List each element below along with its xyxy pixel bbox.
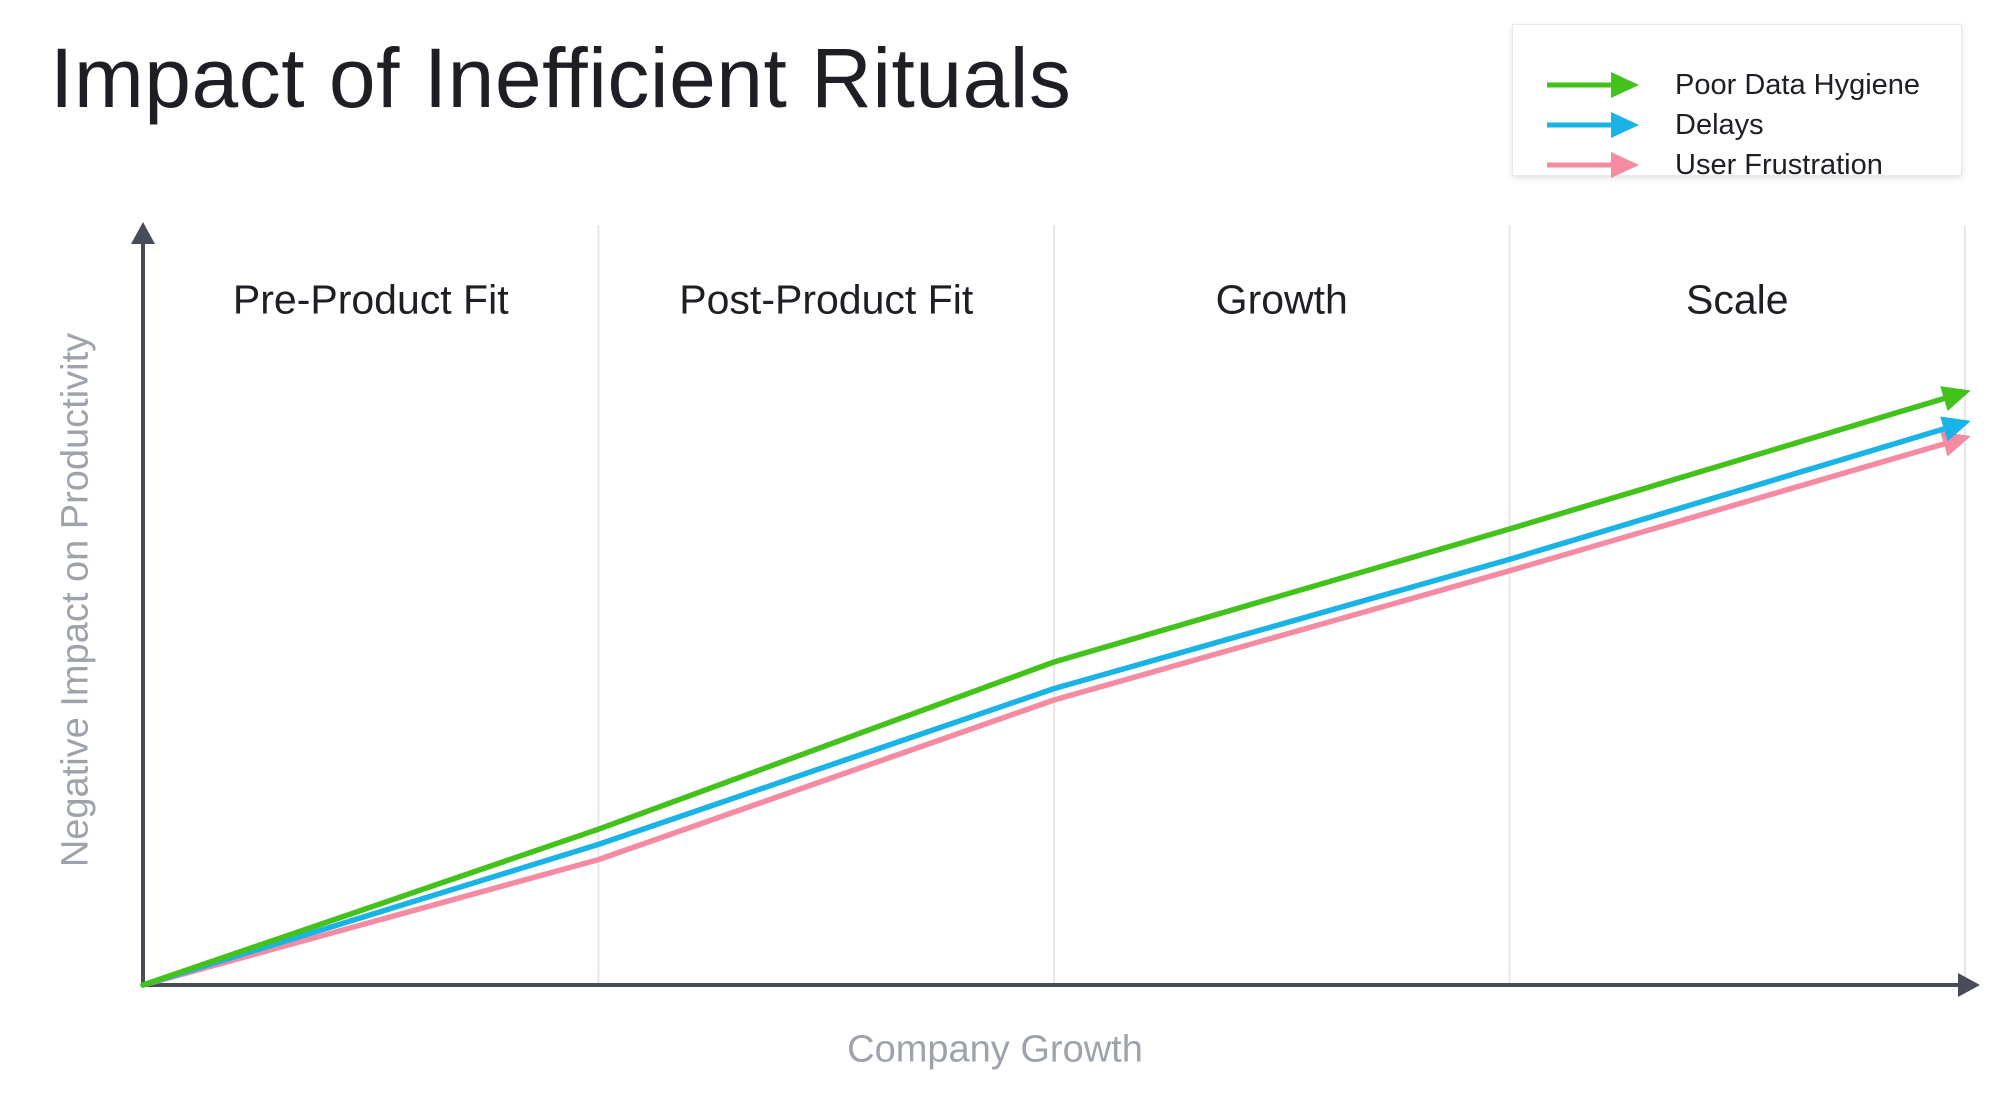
x-axis-arrow-icon bbox=[1958, 973, 1980, 997]
series-arrow-icon-user-frustration bbox=[1940, 431, 1971, 457]
phase-label-scale: Scale bbox=[1685, 276, 1789, 323]
series-arrow-icon-poor-data-hygiene bbox=[1940, 386, 1971, 411]
series-line-poor-data-hygiene bbox=[140, 395, 1949, 988]
legend-label: Poor Data Hygiene bbox=[1675, 68, 1921, 101]
x-axis-label: Company Growth bbox=[847, 1028, 1143, 1071]
phase-label-post-product-fit: Post-Product Fit bbox=[679, 276, 974, 323]
legend-item-poor-data-hygiene: Poor Data Hygiene bbox=[1547, 65, 1920, 105]
series-line-delays bbox=[140, 425, 1949, 988]
legend-item-delays: Delays bbox=[1547, 105, 1764, 145]
series-line-user-frustration bbox=[140, 440, 1949, 988]
chart-title: Impact of Inefficient Rituals bbox=[50, 31, 1072, 125]
phase-label-pre-product-fit: Pre-Product Fit bbox=[232, 276, 509, 323]
legend-arrow-icon bbox=[1547, 152, 1639, 178]
legend-item-user-frustration: User Frustration bbox=[1547, 145, 1883, 185]
y-axis-arrow-icon bbox=[131, 222, 155, 244]
legend-label: User Frustration bbox=[1675, 148, 1883, 181]
legend-arrow-icon bbox=[1547, 112, 1639, 138]
legend-arrow-icon bbox=[1547, 72, 1639, 98]
series-arrow-icon-delays bbox=[1940, 416, 1971, 442]
legend: Poor Data Hygiene Delays User Frustratio… bbox=[1512, 24, 1962, 181]
phase-label-growth: Growth bbox=[1215, 276, 1348, 323]
y-axis-label: Negative Impact on Productivity bbox=[54, 332, 97, 868]
legend-label: Delays bbox=[1675, 108, 1764, 141]
